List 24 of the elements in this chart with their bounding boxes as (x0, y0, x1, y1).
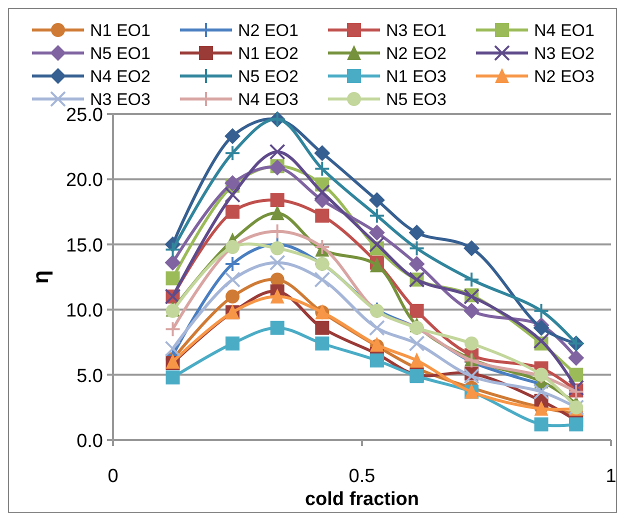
legend-label: N1 EO3 (386, 67, 446, 86)
legend-label: N5 EO2 (238, 67, 298, 86)
legend-label: N4 EO2 (90, 67, 150, 86)
x-tick-label: 1 (606, 466, 616, 487)
x-tick-label: 0.5 (348, 466, 376, 487)
legend-label: N1 EO2 (238, 44, 298, 63)
legend-label: N4 EO1 (534, 21, 594, 40)
x-tick-label: 0 (108, 466, 118, 487)
legend-label: N4 EO3 (238, 90, 298, 109)
y-tick-label: 15.0 (66, 235, 103, 256)
y-tick-label: 0.0 (76, 431, 103, 452)
y-tick-label: 10.0 (66, 300, 103, 322)
legend-label: N2 EO3 (534, 67, 594, 86)
y-axis-title: η (28, 270, 53, 284)
legend-label: N3 EO2 (534, 44, 594, 63)
legend-label: N1 EO1 (90, 21, 150, 40)
y-tick-label: 20.0 (66, 170, 103, 192)
legend-label: N5 EO1 (90, 44, 150, 63)
y-tick-label: 5.0 (76, 366, 103, 387)
x-axis-title: cold fraction (304, 489, 420, 510)
legend-label: N3 EO1 (386, 21, 446, 40)
legend-label: N2 EO2 (386, 44, 446, 63)
legend-label: N5 EO3 (386, 90, 446, 109)
legend-label: N2 EO1 (238, 21, 298, 40)
